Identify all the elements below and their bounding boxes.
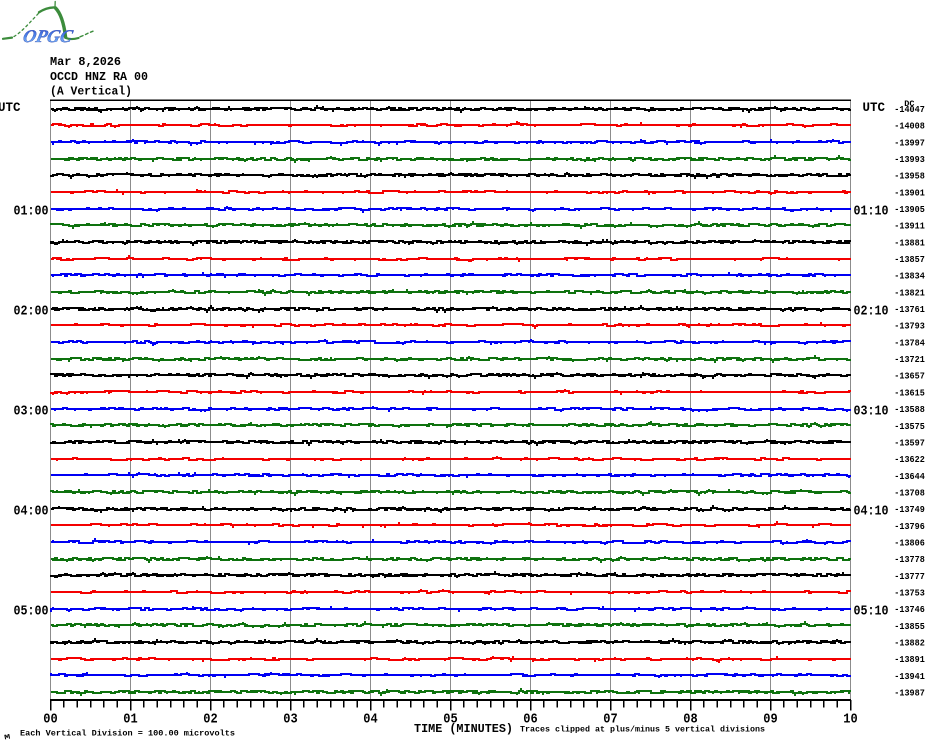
- svg-text:-14047: -14047: [894, 105, 925, 115]
- svg-text:-13777: -13777: [894, 572, 925, 582]
- svg-text:-13784: -13784: [894, 338, 925, 348]
- svg-text:-13891: -13891: [894, 655, 925, 665]
- svg-text:-13761: -13761: [894, 305, 925, 315]
- svg-text:-13882: -13882: [894, 638, 925, 648]
- svg-text:-13821: -13821: [894, 288, 925, 298]
- svg-text:-13997: -13997: [894, 138, 925, 148]
- svg-text:-13615: -13615: [894, 388, 925, 398]
- svg-text:-13746: -13746: [894, 605, 925, 615]
- svg-text:02:00: 02:00: [14, 304, 49, 319]
- svg-text:-13855: -13855: [894, 622, 925, 632]
- svg-text:03:00: 03:00: [14, 404, 49, 419]
- svg-text:04:00: 04:00: [14, 505, 49, 520]
- svg-text:DC: DC: [904, 99, 914, 109]
- svg-text:03: 03: [283, 713, 297, 728]
- svg-text:05:00: 05:00: [14, 605, 49, 620]
- svg-text:03:10: 03:10: [854, 404, 889, 419]
- svg-text:00: 00: [43, 713, 57, 728]
- svg-text:Each Vertical Division = 100.: Each Vertical Division = 100.00 microvol…: [20, 729, 235, 739]
- svg-text:04:10: 04:10: [854, 505, 889, 520]
- svg-text:-13778: -13778: [894, 555, 925, 565]
- svg-text:01:00: 01:00: [14, 204, 49, 219]
- svg-text:-13796: -13796: [894, 522, 925, 532]
- svg-text:-13622: -13622: [894, 455, 925, 465]
- svg-text:-13881: -13881: [894, 238, 925, 248]
- svg-text:10: 10: [843, 713, 857, 728]
- svg-text:04: 04: [363, 713, 377, 728]
- svg-text:05: 05: [443, 713, 457, 728]
- svg-text:OCCD HNZ RA 00: OCCD HNZ RA 00: [50, 70, 148, 84]
- svg-text:-13901: -13901: [894, 188, 925, 198]
- svg-text:-13911: -13911: [894, 222, 925, 232]
- svg-text:Mar 8,2026: Mar 8,2026: [50, 55, 121, 69]
- svg-text:OPGC: OPGC: [21, 26, 75, 46]
- svg-text:TIME (MINUTES): TIME (MINUTES): [414, 722, 513, 736]
- svg-text:-14008: -14008: [894, 122, 925, 132]
- svg-text:07: 07: [603, 713, 617, 728]
- svg-text:-13793: -13793: [894, 322, 925, 332]
- svg-text:05:10: 05:10: [854, 605, 889, 620]
- svg-text:UTC: UTC: [0, 101, 21, 115]
- svg-text:Traces clipped at plus/minus 5: Traces clipped at plus/minus 5 vertical …: [520, 725, 765, 735]
- svg-text:M: M: [4, 734, 11, 743]
- svg-text:-13708: -13708: [894, 488, 925, 498]
- svg-text:08: 08: [683, 713, 697, 728]
- svg-text:01:10: 01:10: [854, 204, 889, 219]
- svg-text:-13588: -13588: [894, 405, 925, 415]
- svg-text:-13806: -13806: [894, 538, 925, 548]
- svg-text:-13644: -13644: [894, 472, 925, 482]
- svg-text:02:10: 02:10: [854, 304, 889, 319]
- svg-text:-13753: -13753: [894, 588, 925, 598]
- svg-text:(A Vertical): (A Vertical): [50, 84, 132, 98]
- svg-text:-13657: -13657: [894, 372, 925, 382]
- svg-text:-13834: -13834: [894, 272, 925, 282]
- svg-text:-13857: -13857: [894, 255, 925, 265]
- svg-text:-13993: -13993: [894, 155, 925, 165]
- svg-text:-13941: -13941: [894, 672, 925, 682]
- svg-text:-13905: -13905: [894, 205, 925, 215]
- svg-text:01: 01: [123, 713, 137, 728]
- svg-text:-13575: -13575: [894, 422, 925, 432]
- svg-text:-13721: -13721: [894, 355, 925, 365]
- svg-text:09: 09: [763, 713, 777, 728]
- svg-text:-13958: -13958: [894, 172, 925, 182]
- svg-text:02: 02: [203, 713, 217, 728]
- svg-text:06: 06: [523, 713, 537, 728]
- svg-text:-13597: -13597: [894, 438, 925, 448]
- svg-text:-13987: -13987: [894, 689, 925, 699]
- svg-text:UTC: UTC: [863, 101, 886, 115]
- svg-text:-13749: -13749: [894, 505, 925, 515]
